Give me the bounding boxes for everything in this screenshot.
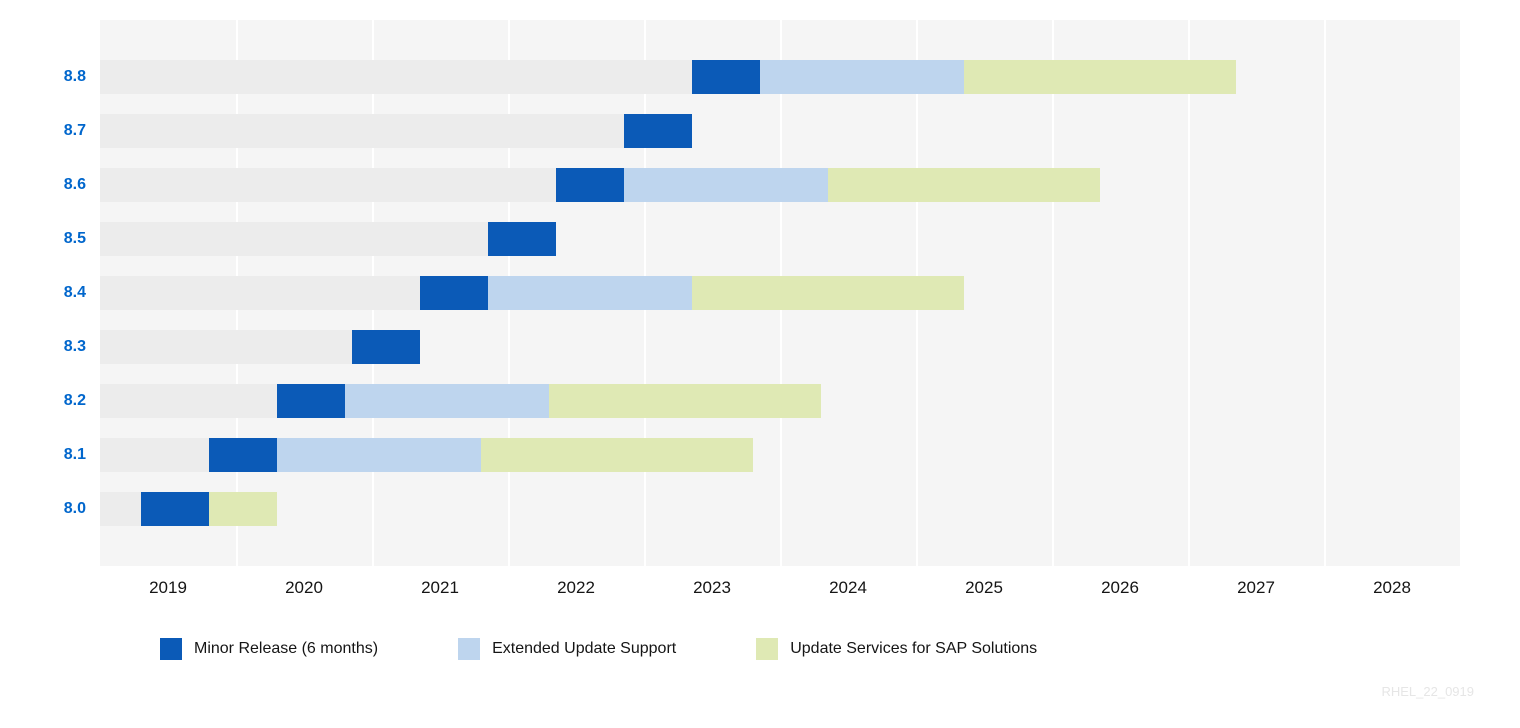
row-stripe: [100, 114, 624, 148]
version-label: 8.0: [40, 482, 100, 536]
chart-row: [100, 374, 1460, 428]
watermark: RHEL_22_0919: [40, 684, 1480, 699]
chart-body: 8.88.78.68.58.48.38.28.18.0 201920202021…: [40, 20, 1480, 598]
chart-row: [100, 50, 1460, 104]
year-label: 2020: [236, 578, 372, 598]
version-label: 8.1: [40, 428, 100, 482]
legend-label: Minor Release (6 months): [194, 640, 378, 658]
row-stripe: [100, 276, 420, 310]
bar-segment-sap: [481, 438, 753, 472]
version-label: 8.2: [40, 374, 100, 428]
chart-row: [100, 212, 1460, 266]
version-label: 8.7: [40, 104, 100, 158]
bar-segment-minor: [488, 222, 556, 256]
bar-segment-minor: [209, 438, 277, 472]
legend-swatch: [160, 638, 182, 660]
chart-row: [100, 158, 1460, 212]
legend: Minor Release (6 months) Extended Update …: [160, 638, 1480, 660]
plot-wrapper: 2019202020212022202320242025202620272028: [100, 20, 1480, 598]
bar-segment-sap: [692, 276, 964, 310]
legend-item-minor: Minor Release (6 months): [160, 638, 378, 660]
legend-swatch: [756, 638, 778, 660]
year-label: 2026: [1052, 578, 1188, 598]
year-label: 2025: [916, 578, 1052, 598]
bar-segment-minor: [692, 60, 760, 94]
bar-segment-eus: [488, 276, 692, 310]
bar-segment-sap: [549, 384, 821, 418]
row-stripe: [100, 60, 692, 94]
row-stripe: [100, 492, 141, 526]
version-label: 8.3: [40, 320, 100, 374]
row-stripe: [100, 168, 556, 202]
version-label: 8.5: [40, 212, 100, 266]
bar-segment-minor: [420, 276, 488, 310]
year-label: 2028: [1324, 578, 1460, 598]
chart-row: [100, 266, 1460, 320]
x-axis: 2019202020212022202320242025202620272028: [100, 578, 1460, 598]
year-label: 2024: [780, 578, 916, 598]
plot-area: [100, 20, 1460, 566]
legend-item-eus: Extended Update Support: [458, 638, 676, 660]
legend-label: Extended Update Support: [492, 640, 676, 658]
legend-swatch: [458, 638, 480, 660]
y-axis: 8.88.78.68.58.48.38.28.18.0: [40, 20, 100, 598]
year-label: 2022: [508, 578, 644, 598]
bar-segment-minor: [624, 114, 692, 148]
bar-segment-sap: [964, 60, 1236, 94]
bar-segment-eus: [624, 168, 828, 202]
row-stripe: [100, 384, 277, 418]
version-label: 8.6: [40, 158, 100, 212]
version-label: 8.4: [40, 266, 100, 320]
legend-item-sap: Update Services for SAP Solutions: [756, 638, 1037, 660]
year-label: 2019: [100, 578, 236, 598]
bar-segment-eus: [345, 384, 549, 418]
chart-row: [100, 104, 1460, 158]
chart-row: [100, 320, 1460, 374]
row-stripe: [100, 438, 209, 472]
legend-label: Update Services for SAP Solutions: [790, 640, 1037, 658]
bar-segment-eus: [760, 60, 964, 94]
lifecycle-gantt-chart: 8.88.78.68.58.48.38.28.18.0 201920202021…: [40, 20, 1480, 699]
chart-row: [100, 482, 1460, 536]
bar-segment-minor: [141, 492, 209, 526]
bar-segment-minor: [277, 384, 345, 418]
year-label: 2021: [372, 578, 508, 598]
bar-segment-sap: [209, 492, 277, 526]
bar-segment-sap: [828, 168, 1100, 202]
year-label: 2027: [1188, 578, 1324, 598]
year-label: 2023: [644, 578, 780, 598]
row-stripe: [100, 330, 352, 364]
version-label: 8.8: [40, 50, 100, 104]
row-stripe: [100, 222, 488, 256]
bar-segment-eus: [277, 438, 481, 472]
bar-segment-minor: [352, 330, 420, 364]
bar-segment-minor: [556, 168, 624, 202]
chart-row: [100, 428, 1460, 482]
